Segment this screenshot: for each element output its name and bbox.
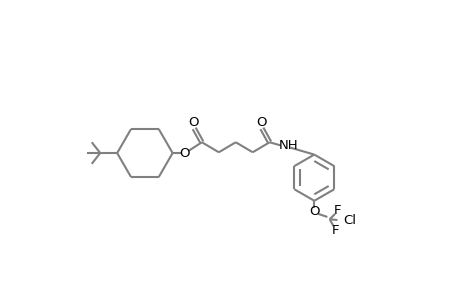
Text: Cl: Cl [342, 214, 355, 226]
Text: F: F [333, 204, 341, 217]
Text: O: O [188, 116, 198, 129]
Text: NH: NH [278, 139, 297, 152]
Text: O: O [255, 116, 266, 129]
Text: O: O [179, 146, 190, 160]
Text: F: F [331, 224, 339, 236]
Text: O: O [308, 205, 319, 218]
